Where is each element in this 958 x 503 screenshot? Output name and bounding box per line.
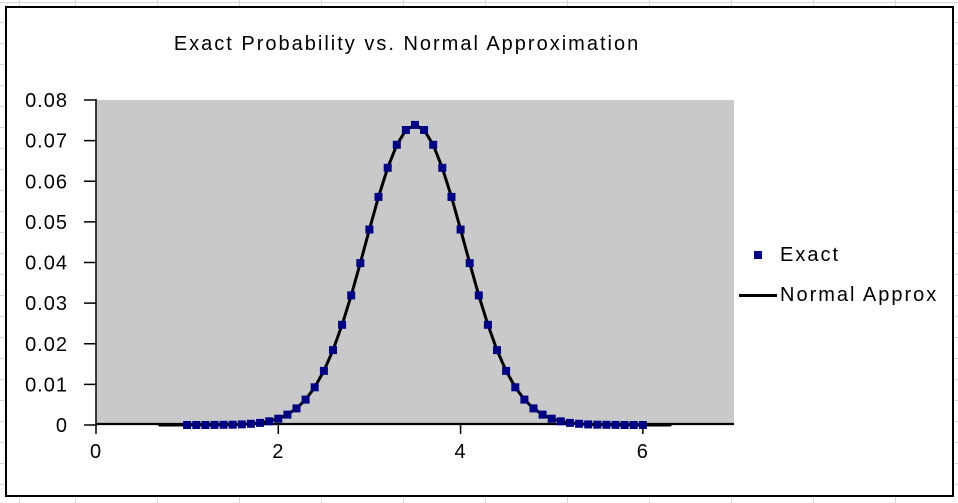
legend-item-exact[interactable]: Exact: [736, 242, 938, 268]
exact-data-marker: [228, 420, 237, 429]
plot-area-background: [96, 100, 734, 425]
exact-data-marker: [638, 421, 647, 429]
exact-data-marker: [383, 163, 392, 172]
exact-data-marker: [374, 192, 383, 201]
exact-data-marker: [547, 414, 556, 423]
exact-data-marker: [474, 291, 483, 300]
y-tick-label: 0: [56, 415, 68, 437]
exact-marker-icon: [736, 251, 780, 259]
y-tick-label: 0.05: [25, 212, 68, 234]
exact-data-marker: [529, 404, 538, 413]
exact-data-marker: [201, 421, 210, 429]
exact-data-marker: [493, 346, 501, 355]
y-tick-label: 0.02: [25, 334, 68, 356]
exact-data-marker: [192, 421, 201, 429]
exact-data-marker: [538, 410, 547, 419]
y-tick-label: 0.06: [25, 171, 68, 193]
exact-data-marker: [593, 420, 602, 429]
y-tick-label: 0.07: [25, 131, 68, 153]
y-tick-label: 0.01: [25, 374, 68, 396]
exact-data-marker: [347, 291, 356, 300]
chart-title[interactable]: Exact Probability vs. Normal Approximati…: [173, 33, 641, 55]
y-tick-label: 0.03: [25, 293, 68, 315]
x-tick-label: 4: [455, 441, 467, 463]
x-tick-label: 6: [637, 441, 649, 463]
exact-data-marker: [329, 346, 337, 355]
exact-data-marker: [420, 126, 429, 134]
exact-data-marker: [520, 395, 529, 404]
exact-data-marker: [265, 417, 274, 426]
exact-data-marker: [237, 420, 246, 429]
exact-data-marker: [556, 417, 565, 426]
exact-data-marker: [319, 366, 328, 375]
exact-data-marker: [620, 421, 629, 429]
exact-data-marker: [602, 420, 611, 429]
normal-approx-line-icon: [736, 293, 780, 297]
exact-data-marker: [483, 320, 492, 329]
x-axis: 0 2 4 6: [90, 422, 734, 463]
y-tick-label: 0.08: [25, 90, 68, 112]
exact-data-marker: [210, 420, 219, 429]
exact-data-marker: [401, 126, 410, 134]
exact-data-marker: [365, 225, 374, 234]
exact-data-marker: [447, 192, 456, 201]
legend-label-exact: Exact: [780, 243, 841, 266]
y-axis: 0 0.01 0.02 0.03 0.04 0.05 0.06 0.07 0.08: [25, 90, 97, 437]
exact-data-marker: [465, 259, 474, 268]
series-exact-markers[interactable]: [183, 120, 647, 429]
exact-data-marker: [502, 366, 511, 375]
x-tick-label: 2: [272, 441, 284, 463]
legend: Exact Normal Approx: [736, 242, 938, 308]
legend-item-normal-approx[interactable]: Normal Approx: [736, 282, 938, 308]
exact-data-marker: [429, 140, 438, 149]
exact-data-marker: [219, 420, 228, 429]
exact-data-marker: [575, 419, 584, 428]
exact-data-marker: [246, 419, 255, 428]
exact-data-marker: [256, 418, 265, 427]
exact-data-marker: [283, 410, 292, 419]
exact-data-marker: [292, 404, 301, 413]
exact-data-marker: [274, 414, 283, 423]
exact-data-marker: [183, 421, 192, 429]
exact-data-marker: [301, 395, 310, 404]
exact-data-marker: [611, 420, 620, 429]
exact-data-marker: [584, 420, 593, 429]
exact-data-marker: [629, 421, 638, 429]
exact-data-marker: [356, 259, 365, 268]
x-tick-label: 0: [90, 441, 102, 463]
exact-data-marker: [456, 225, 465, 234]
exact-data-marker: [392, 140, 401, 149]
exact-data-marker: [565, 418, 574, 427]
exact-data-marker: [338, 320, 347, 329]
exact-data-marker: [438, 163, 447, 172]
legend-label-normal-approx: Normal Approx: [780, 283, 939, 306]
exact-data-marker: [511, 383, 520, 392]
y-tick-label: 0.04: [25, 253, 68, 275]
exact-data-marker: [411, 120, 419, 129]
exact-data-marker: [310, 383, 319, 392]
